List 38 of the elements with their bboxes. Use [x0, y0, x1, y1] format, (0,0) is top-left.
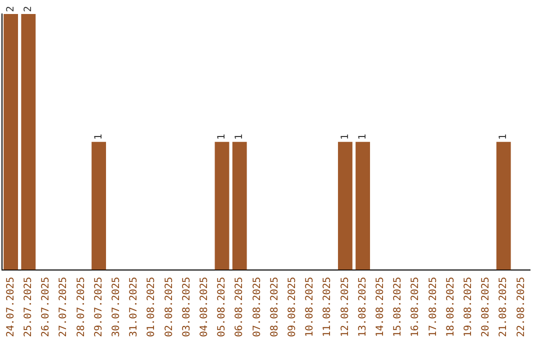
x-tick-label: 25.07.2025	[22, 276, 34, 338]
data-label: 1	[93, 134, 104, 140]
x-tick-label: 26.07.2025	[40, 276, 52, 338]
x-tick-label: 04.08.2025	[198, 276, 210, 338]
x-tick-label: 17.08.2025	[428, 276, 439, 338]
x-tick-label: 16.08.2025	[410, 276, 422, 338]
x-tick-label: 21.08.2025	[498, 276, 510, 338]
x-tick-label: 12.08.2025	[340, 276, 351, 338]
x-tick-label: 01.08.2025	[146, 276, 158, 338]
x-tick-label: 28.07.2025	[76, 276, 87, 338]
x-tick-label: 10.08.2025	[304, 276, 316, 338]
x-tick-label: 18.08.2025	[445, 276, 456, 338]
x-tick-label: 06.08.2025	[234, 276, 246, 338]
data-label: 2	[5, 6, 16, 12]
x-tick-label: 20.08.2025	[480, 276, 492, 338]
x-tick-label: 13.08.2025	[357, 276, 368, 338]
x-tick-label: 05.08.2025	[216, 276, 228, 338]
x-tick-label: 07.08.2025	[252, 276, 263, 338]
data-label: 2	[22, 6, 34, 12]
x-tick-label: 27.07.2025	[58, 276, 70, 338]
data-label: 1	[340, 134, 351, 140]
data-label: 1	[357, 134, 368, 140]
x-tick-label: 31.07.2025	[128, 276, 140, 338]
data-label: 1	[216, 134, 228, 140]
x-tick-label: 03.08.2025	[181, 276, 192, 338]
x-tick-label: 08.08.2025	[269, 276, 280, 338]
data-label: 1	[498, 134, 510, 140]
x-tick-label: 22.08.2025	[516, 276, 527, 338]
x-tick-label: 29.07.2025	[93, 276, 104, 338]
x-tick-label: 15.08.2025	[392, 276, 404, 338]
data-label: 1	[234, 134, 246, 140]
x-tick-label: 02.08.2025	[164, 276, 175, 338]
x-tick-label: 14.08.2025	[374, 276, 386, 338]
x-tick-label: 11.08.2025	[322, 276, 334, 338]
x-tick-label: 09.08.2025	[286, 276, 298, 338]
x-tick-label: 24.07.2025	[5, 276, 16, 338]
x-tick-label: 19.08.2025	[462, 276, 474, 338]
x-tick-label: 30.07.2025	[110, 276, 122, 338]
